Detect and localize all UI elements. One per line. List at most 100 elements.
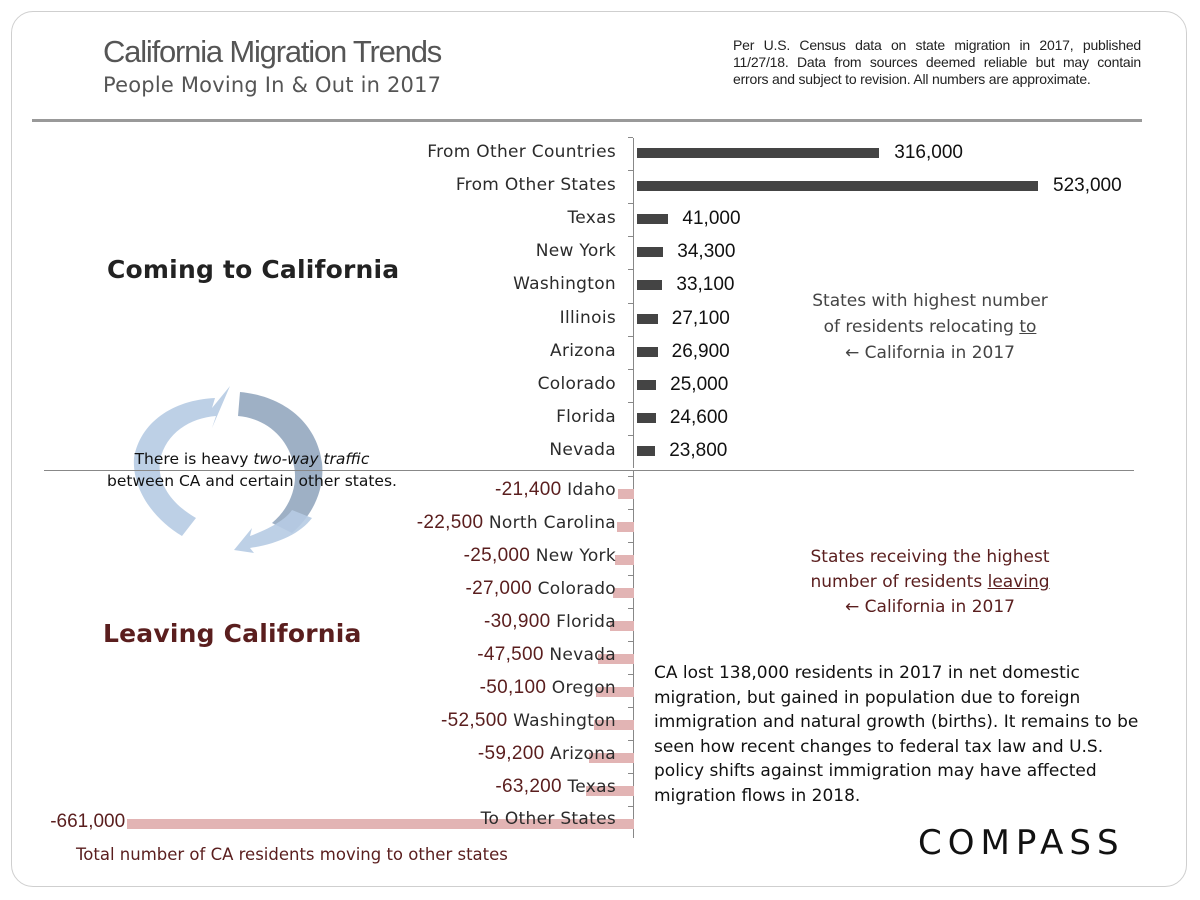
outgoing-category-label: To Other States <box>480 809 616 829</box>
incoming-category-label: Colorado <box>537 373 616 394</box>
outgoing-bar <box>597 654 634 664</box>
incoming-value-label: 316,000 <box>894 142 963 163</box>
outgoing-bar <box>127 819 634 829</box>
outgoing-bar <box>593 720 634 730</box>
axis-tick <box>628 608 633 609</box>
summary-paragraph: CA lost 138,000 residents in 2017 in net… <box>654 663 1139 806</box>
outgoing-category-label: Arizona <box>550 744 616 764</box>
section-divider <box>44 470 1134 471</box>
outgoing-bar <box>613 588 634 598</box>
outgoing-value-label: -59,200 <box>477 743 551 764</box>
incoming-value-label: 41,000 <box>682 208 741 230</box>
outgoing-bar <box>610 621 634 631</box>
axis-tick <box>628 335 633 337</box>
page-subtitle: People Moving In & Out in 2017 <box>103 73 442 97</box>
axis-tick <box>628 434 633 436</box>
outgoing-category-label: North Carolina <box>488 513 616 533</box>
outgoing-row: -27,000 Colorado <box>465 578 616 600</box>
axis-tick <box>628 641 633 642</box>
axis-tick <box>628 509 633 510</box>
incoming-bar <box>637 445 656 456</box>
outgoing-category-label: Colorado <box>537 579 616 599</box>
incoming-category-label: New York <box>535 241 616 262</box>
outgoing-bar <box>617 489 634 499</box>
compass-logo: COMPASS <box>918 823 1125 863</box>
axis-tick <box>628 674 633 675</box>
incoming-section-title: Coming to California <box>107 255 400 284</box>
outgoing-row: -63,200 Texas <box>495 776 616 798</box>
incoming-value-label: 24,600 <box>669 406 728 428</box>
incoming-bar <box>637 313 658 324</box>
outgoing-row: -50,100 Oregon <box>480 677 616 699</box>
outgoing-value-label: -50,100 <box>479 677 552 698</box>
outgoing-category-label: Texas <box>567 777 616 797</box>
axis-tick <box>628 806 633 807</box>
incoming-category-label: From Other Countries <box>427 142 616 162</box>
outgoing-category-label: Nevada <box>549 645 616 665</box>
incoming-category-label: Illinois <box>559 307 616 328</box>
traffic-note-italic: two-way traffic <box>253 450 370 468</box>
incoming-bar <box>637 280 663 291</box>
outgoing-total-caption: Total number of CA residents moving to o… <box>76 845 508 864</box>
outgoing-category-label: Idaho <box>567 480 616 500</box>
two-way-traffic-note: There is heavy two-way traffic between C… <box>62 448 442 492</box>
incoming-category-label: Florida <box>556 406 616 427</box>
incoming-bar <box>637 379 657 390</box>
incoming-value-label: 25,000 <box>670 373 729 395</box>
incoming-note-emphasis: to <box>1019 317 1037 337</box>
incoming-bar <box>637 412 656 423</box>
header-divider <box>32 119 1142 122</box>
outgoing-note-line1: States receiving the highest <box>810 547 1050 567</box>
incoming-bar <box>637 148 880 158</box>
axis-tick <box>628 773 633 774</box>
outgoing-note-line3: ← California in 2017 <box>845 597 1015 617</box>
axis-tick <box>628 707 633 708</box>
outgoing-bar <box>588 753 634 763</box>
axis-tick <box>628 740 633 741</box>
outgoing-row: -59,200 Arizona <box>478 743 616 765</box>
incoming-note-line2: of residents relocating <box>823 317 1020 337</box>
outgoing-category-label: Oregon <box>551 678 616 698</box>
incoming-bar <box>637 214 669 225</box>
incoming-value-label: 23,800 <box>669 439 728 461</box>
incoming-category-label: Arizona <box>550 340 616 361</box>
outgoing-category-label: Washington <box>513 711 616 731</box>
outgoing-value-label: -63,200 <box>495 776 568 797</box>
incoming-value-label: 33,100 <box>676 274 735 296</box>
incoming-annotation: States with highest number of residents … <box>770 288 1090 366</box>
axis-tick <box>628 269 633 271</box>
outgoing-category-label: New York <box>535 546 616 566</box>
axis-tick <box>628 401 633 403</box>
outgoing-row: -30,900 Florida <box>484 611 616 633</box>
traffic-note-text: There is heavy <box>134 450 254 468</box>
incoming-value-label: 34,300 <box>677 241 736 263</box>
outgoing-value-label: -22,500 <box>416 512 489 533</box>
outgoing-value-label: -25,000 <box>463 545 536 566</box>
two-way-arrows-icon <box>133 386 323 553</box>
outgoing-row: -22,500 North Carolina <box>417 512 616 534</box>
outgoing-value-label: -27,000 <box>465 578 538 599</box>
incoming-category-label: From Other States <box>455 175 616 196</box>
axis-tick <box>628 236 633 238</box>
axis-tick <box>628 368 633 370</box>
incoming-bar <box>637 247 664 258</box>
incoming-value-label: 26,900 <box>671 340 730 362</box>
incoming-axis <box>633 138 634 468</box>
incoming-bar <box>637 181 1038 192</box>
outgoing-value-label: -47,500 <box>477 644 550 665</box>
outgoing-row: -52,500 Washington <box>441 710 616 732</box>
source-note: Per U.S. Census data on state migration … <box>733 37 1141 87</box>
outgoing-bar <box>595 687 634 697</box>
axis-tick <box>628 476 633 477</box>
incoming-category-label: Washington <box>513 274 616 295</box>
axis-tick <box>628 170 633 172</box>
incoming-category-label: Texas <box>567 208 616 229</box>
outgoing-bar <box>614 555 634 565</box>
infographic-frame <box>11 11 1187 887</box>
incoming-value-label: 27,100 <box>671 307 730 329</box>
incoming-category-label: Nevada <box>549 439 616 460</box>
outgoing-bar <box>585 786 634 796</box>
outgoing-section-title: Leaving California <box>103 619 362 648</box>
incoming-note-line3: ← California in 2017 <box>845 343 1015 363</box>
axis-tick <box>628 302 633 304</box>
